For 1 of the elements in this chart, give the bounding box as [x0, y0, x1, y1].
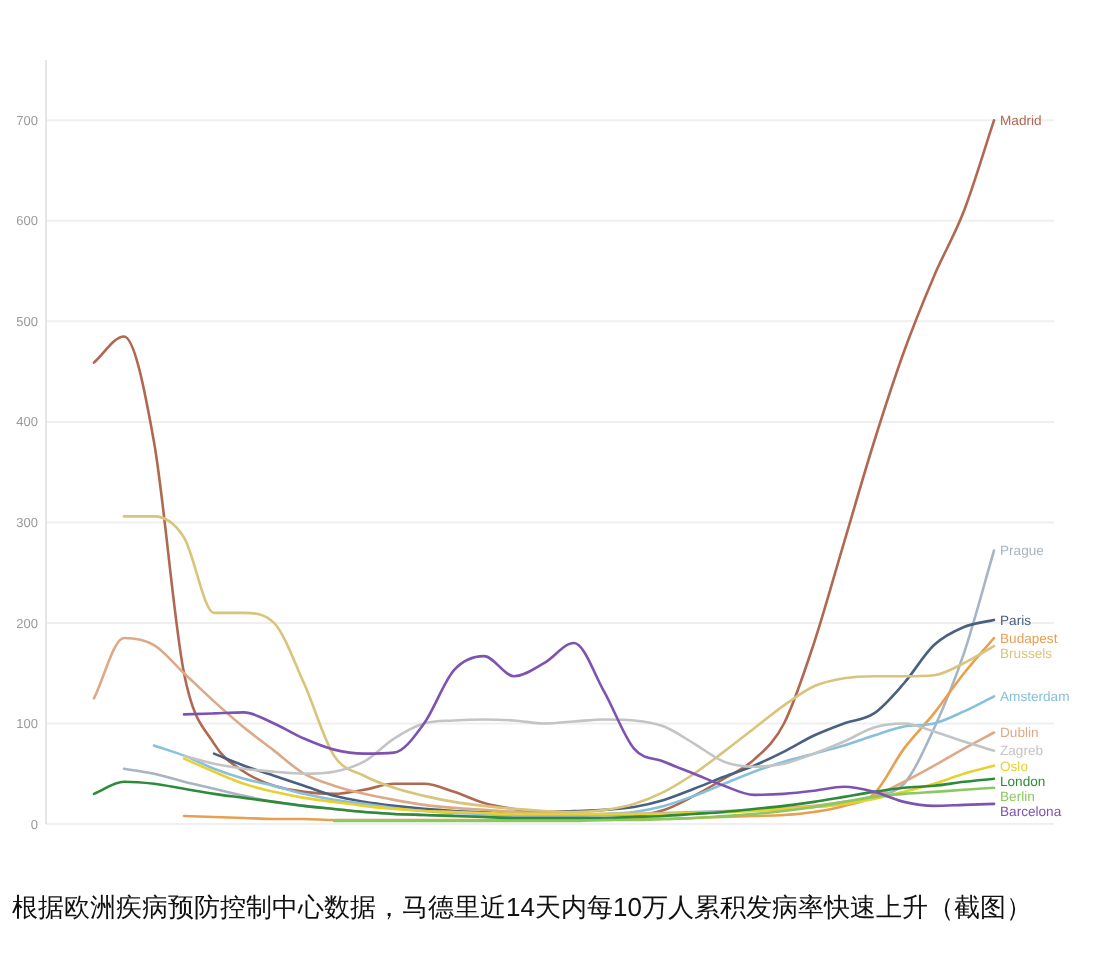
text: 根据欧洲疾病预防控制中心数据，马德里近14天内每10万人累积发病率快速上升（截图） — [12, 892, 1032, 922]
